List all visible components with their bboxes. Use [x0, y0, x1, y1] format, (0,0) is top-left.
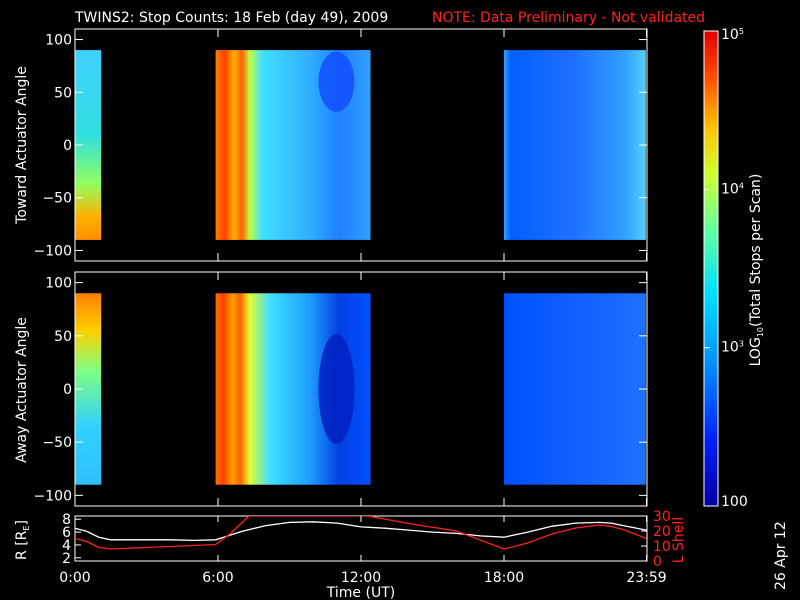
orbit-x-tick-label: 12:00 [341, 570, 381, 586]
colorbar-label-main: LOG [748, 337, 764, 366]
x-axis-label: Time (UT) [326, 585, 395, 600]
colorbar-tick-base: 10 [721, 181, 739, 197]
colorbar-gradient [703, 30, 719, 507]
colorbar-label: LOG10(Total Stops per Scan) [748, 174, 765, 367]
bottom-heatmap-lobe [318, 334, 355, 444]
radius-series-line [75, 521, 647, 542]
top-ytick-label: 50 [54, 85, 72, 101]
bottom-ytick-label: 50 [54, 329, 72, 345]
orbit-x-tick-label: 6:00 [202, 570, 233, 586]
bottom-heatmap-blocks [75, 293, 646, 485]
orbit-left-tick-label: 2 [62, 551, 71, 567]
orbit-left-ylabel-main: R [R [14, 530, 30, 560]
bottom-heatmap-block-2 [504, 293, 646, 485]
lshell-series-line [75, 516, 647, 550]
bottom-ytick-label: 0 [63, 382, 72, 398]
colorbar-tick-base: 100 [721, 494, 748, 510]
top-heatmap-block-2 [504, 50, 646, 240]
orbit-right-tick-label: 0 [653, 554, 662, 570]
orbit-left-tick-label: 6 [62, 525, 71, 541]
date-stamp: 26 Apr 12 [773, 521, 789, 590]
note-text: NOTE: Data Preliminary - Not validated [432, 10, 705, 26]
colorbar-label-sub: 10 [756, 327, 765, 337]
top-heatmap-lobe [318, 51, 355, 112]
colorbar-tick-base: 10 [721, 340, 739, 356]
orbit-left-tick-label: 8 [62, 512, 71, 528]
orbit-x-tick-label: 18:00 [484, 570, 524, 586]
bottom-heatmap-panel: −100 −50 0 50 100 Away Actuator Angle [14, 271, 648, 507]
top-ylabel: Toward Actuator Angle [14, 66, 30, 225]
colorbar-tick-label: 105 [721, 27, 744, 43]
colorbar-label-end: (Total Stops per Scan) [748, 174, 764, 327]
bottom-ytick-label: −100 [34, 488, 72, 504]
top-ytick-label: −100 [34, 243, 72, 259]
orbit-left-ylabel: R [RE] [14, 520, 31, 560]
orbit-x-tick-label: 23:59 [626, 570, 666, 586]
colorbar-tick-label: 103 [721, 340, 744, 356]
top-heatmap-panel: −100 −50 0 50 100 Toward Actuator Angle [14, 28, 648, 262]
top-heatmap-blocks [75, 50, 646, 240]
orbit-left-ylabel-sub: E [22, 526, 31, 531]
orbit-left-ylabel-end: ] [14, 520, 30, 525]
bottom-ylabel: Away Actuator Angle [14, 317, 30, 463]
orbit-right-tick-label: 30 [653, 509, 671, 525]
bottom-ytick-label: −50 [42, 435, 72, 451]
orbit-x-tick-label: 0:00 [59, 570, 90, 586]
colorbar-tick-label: 100 [721, 494, 748, 510]
orbit-right-ylabel: L Shell [671, 517, 687, 563]
top-ytick-label: 100 [45, 33, 72, 49]
orbit-lines [75, 516, 647, 550]
orbit-x-ticks: 0:00 6:00 12:00 18:00 23:59 [59, 29, 667, 586]
orbit-right-tick-label: 10 [653, 539, 671, 555]
colorbar-tick-exp: 5 [739, 27, 744, 36]
colorbar-tick-exp: 4 [739, 181, 744, 190]
orbit-left-tick-label: 4 [62, 538, 71, 554]
chart-title: TWINS2: Stop Counts: 18 Feb (day 49), 20… [74, 10, 388, 26]
colorbar-tick-exp: 3 [739, 340, 744, 349]
colorbar-tick-label: 104 [721, 181, 744, 197]
colorbar-tick-base: 10 [721, 27, 739, 43]
top-ytick-label: −50 [42, 191, 72, 207]
bottom-y-ticks: −100 −50 0 50 100 [34, 276, 647, 504]
orbit-right-tick-label: 20 [653, 524, 671, 540]
top-ytick-label: 0 [63, 138, 72, 154]
bottom-ytick-label: 100 [45, 276, 72, 292]
top-y-ticks: −100 −50 0 50 100 [34, 33, 647, 259]
orbit-panel-frame [74, 515, 648, 562]
